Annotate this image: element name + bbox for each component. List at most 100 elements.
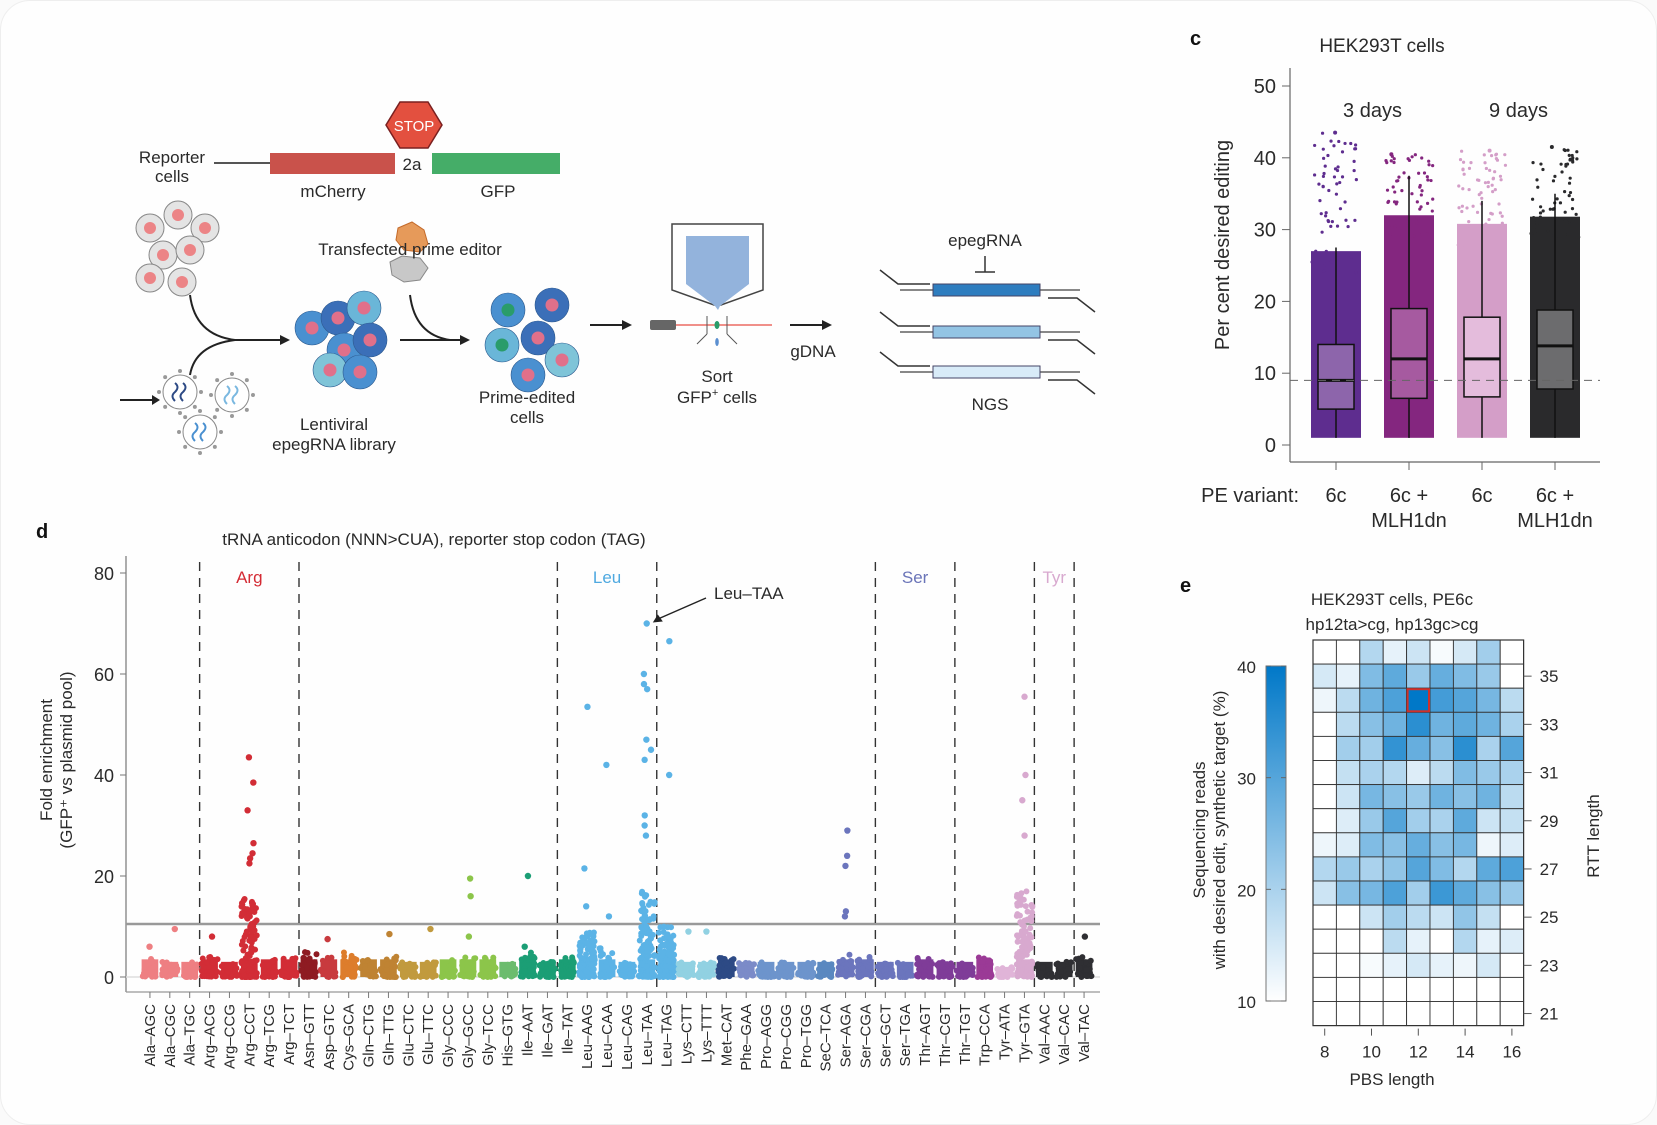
data-point (800, 964, 807, 971)
outlier-point (1462, 227, 1466, 231)
data-point (462, 954, 469, 961)
data-point (630, 963, 637, 970)
heatmap-cell (1406, 808, 1431, 834)
heatmap-cell (1476, 663, 1501, 689)
box (1390, 307, 1428, 400)
outlier-point (1536, 185, 1540, 189)
data-point (669, 968, 676, 975)
group-label-tyr: Tyr (1042, 568, 1066, 587)
heatmap-cell (1406, 856, 1431, 882)
heatmap-cell (1452, 976, 1478, 1002)
outlier-point (1335, 182, 1339, 186)
data-point (531, 972, 538, 979)
data-point (838, 965, 845, 972)
amplicon-bar (932, 325, 1041, 339)
outlier-point (1322, 269, 1326, 273)
data-point (638, 932, 645, 939)
data-point (1026, 972, 1033, 979)
rna (223, 385, 231, 405)
data-point (905, 971, 912, 978)
outlier-point (1560, 170, 1564, 174)
data-point (1076, 971, 1083, 978)
x-tick-label: Lys–CTT (679, 1004, 696, 1064)
outlier-point (1393, 216, 1397, 220)
cell-nucleus (172, 209, 184, 221)
heatmap-cell (1312, 639, 1337, 665)
data-point (982, 973, 989, 980)
data-point (311, 959, 318, 966)
data-point (995, 970, 1002, 977)
rna (171, 382, 179, 402)
data-point (500, 964, 507, 971)
data-point (1083, 966, 1090, 973)
cell-nucleus (357, 301, 371, 315)
max-point (1333, 130, 1338, 135)
data-point (243, 914, 250, 921)
transduced-cells-icon (294, 290, 388, 390)
heatmap-cell (1335, 639, 1361, 665)
data-point (639, 888, 646, 895)
data-point (785, 967, 792, 974)
data-point (1068, 959, 1075, 966)
outlier-point (1461, 160, 1466, 164)
colorbar-label: Sequencing reads (1190, 761, 1209, 898)
annotation-arrow-head (652, 614, 663, 623)
data-point (1039, 964, 1046, 971)
data-point (383, 956, 390, 963)
data-point (986, 957, 993, 964)
outlier-point (1465, 206, 1469, 210)
outlier-point (1498, 211, 1502, 215)
box (1463, 316, 1501, 398)
outlier-point (1530, 197, 1535, 201)
outlier-point (1427, 159, 1431, 163)
data-point (1027, 925, 1034, 932)
panel-c-ylabel: Per cent desired editing (1212, 140, 1234, 350)
x-tick-label: Ser–TGA (897, 1004, 914, 1067)
y-tick-label: 25 (1540, 908, 1559, 927)
outlier-point (1310, 260, 1314, 264)
virus-spike (230, 372, 234, 376)
data-point (261, 973, 268, 980)
heatmap-cell (1499, 808, 1525, 834)
heatmap-cell (1429, 880, 1454, 906)
data-point (770, 970, 777, 977)
data-point (253, 957, 260, 964)
heatmap-cell (1429, 856, 1454, 882)
heatmap-cell (1359, 760, 1384, 786)
data-point (704, 963, 711, 970)
data-point (876, 972, 883, 979)
virus-spike (215, 378, 220, 383)
cell-nucleus (495, 338, 509, 352)
data-point (400, 973, 407, 980)
max-point (1389, 152, 1394, 157)
x-tick-label: Arg–TCG (261, 1004, 278, 1067)
data-point (664, 933, 671, 940)
outlier-point (1570, 197, 1575, 202)
panel-d-ylabel: Fold enrichment (37, 699, 56, 821)
data-point (250, 904, 257, 911)
rna (179, 382, 187, 402)
outlier-point (1346, 224, 1350, 229)
data-point (449, 957, 456, 964)
x-tick-label: Ser–CGA (857, 1004, 874, 1068)
y-tick-label: 20 (1254, 291, 1276, 313)
data-point (855, 973, 862, 980)
heatmap-cell (1499, 832, 1525, 858)
panel-c-xprefix: PE variant: (1201, 485, 1299, 507)
data-point (404, 963, 411, 970)
outlier-point (1352, 168, 1356, 173)
panel-d-ylabel-2: (GFP⁺ vs plasmid pool) (57, 671, 76, 848)
data-point (543, 973, 550, 980)
heatmap-cell (1312, 832, 1337, 858)
data-point (271, 964, 278, 971)
data-point (353, 964, 360, 971)
outlier-point (1313, 143, 1317, 148)
data-point (887, 961, 894, 968)
heatmap-cell (1476, 1001, 1501, 1027)
panel-d-title: tRNA anticodon (NNN>CUA), reporter stop … (222, 530, 645, 549)
data-point (959, 960, 966, 967)
cell-nucleus (144, 272, 156, 284)
data-point (278, 968, 285, 975)
heatmap-cell (1406, 928, 1431, 954)
data-point (607, 972, 614, 979)
